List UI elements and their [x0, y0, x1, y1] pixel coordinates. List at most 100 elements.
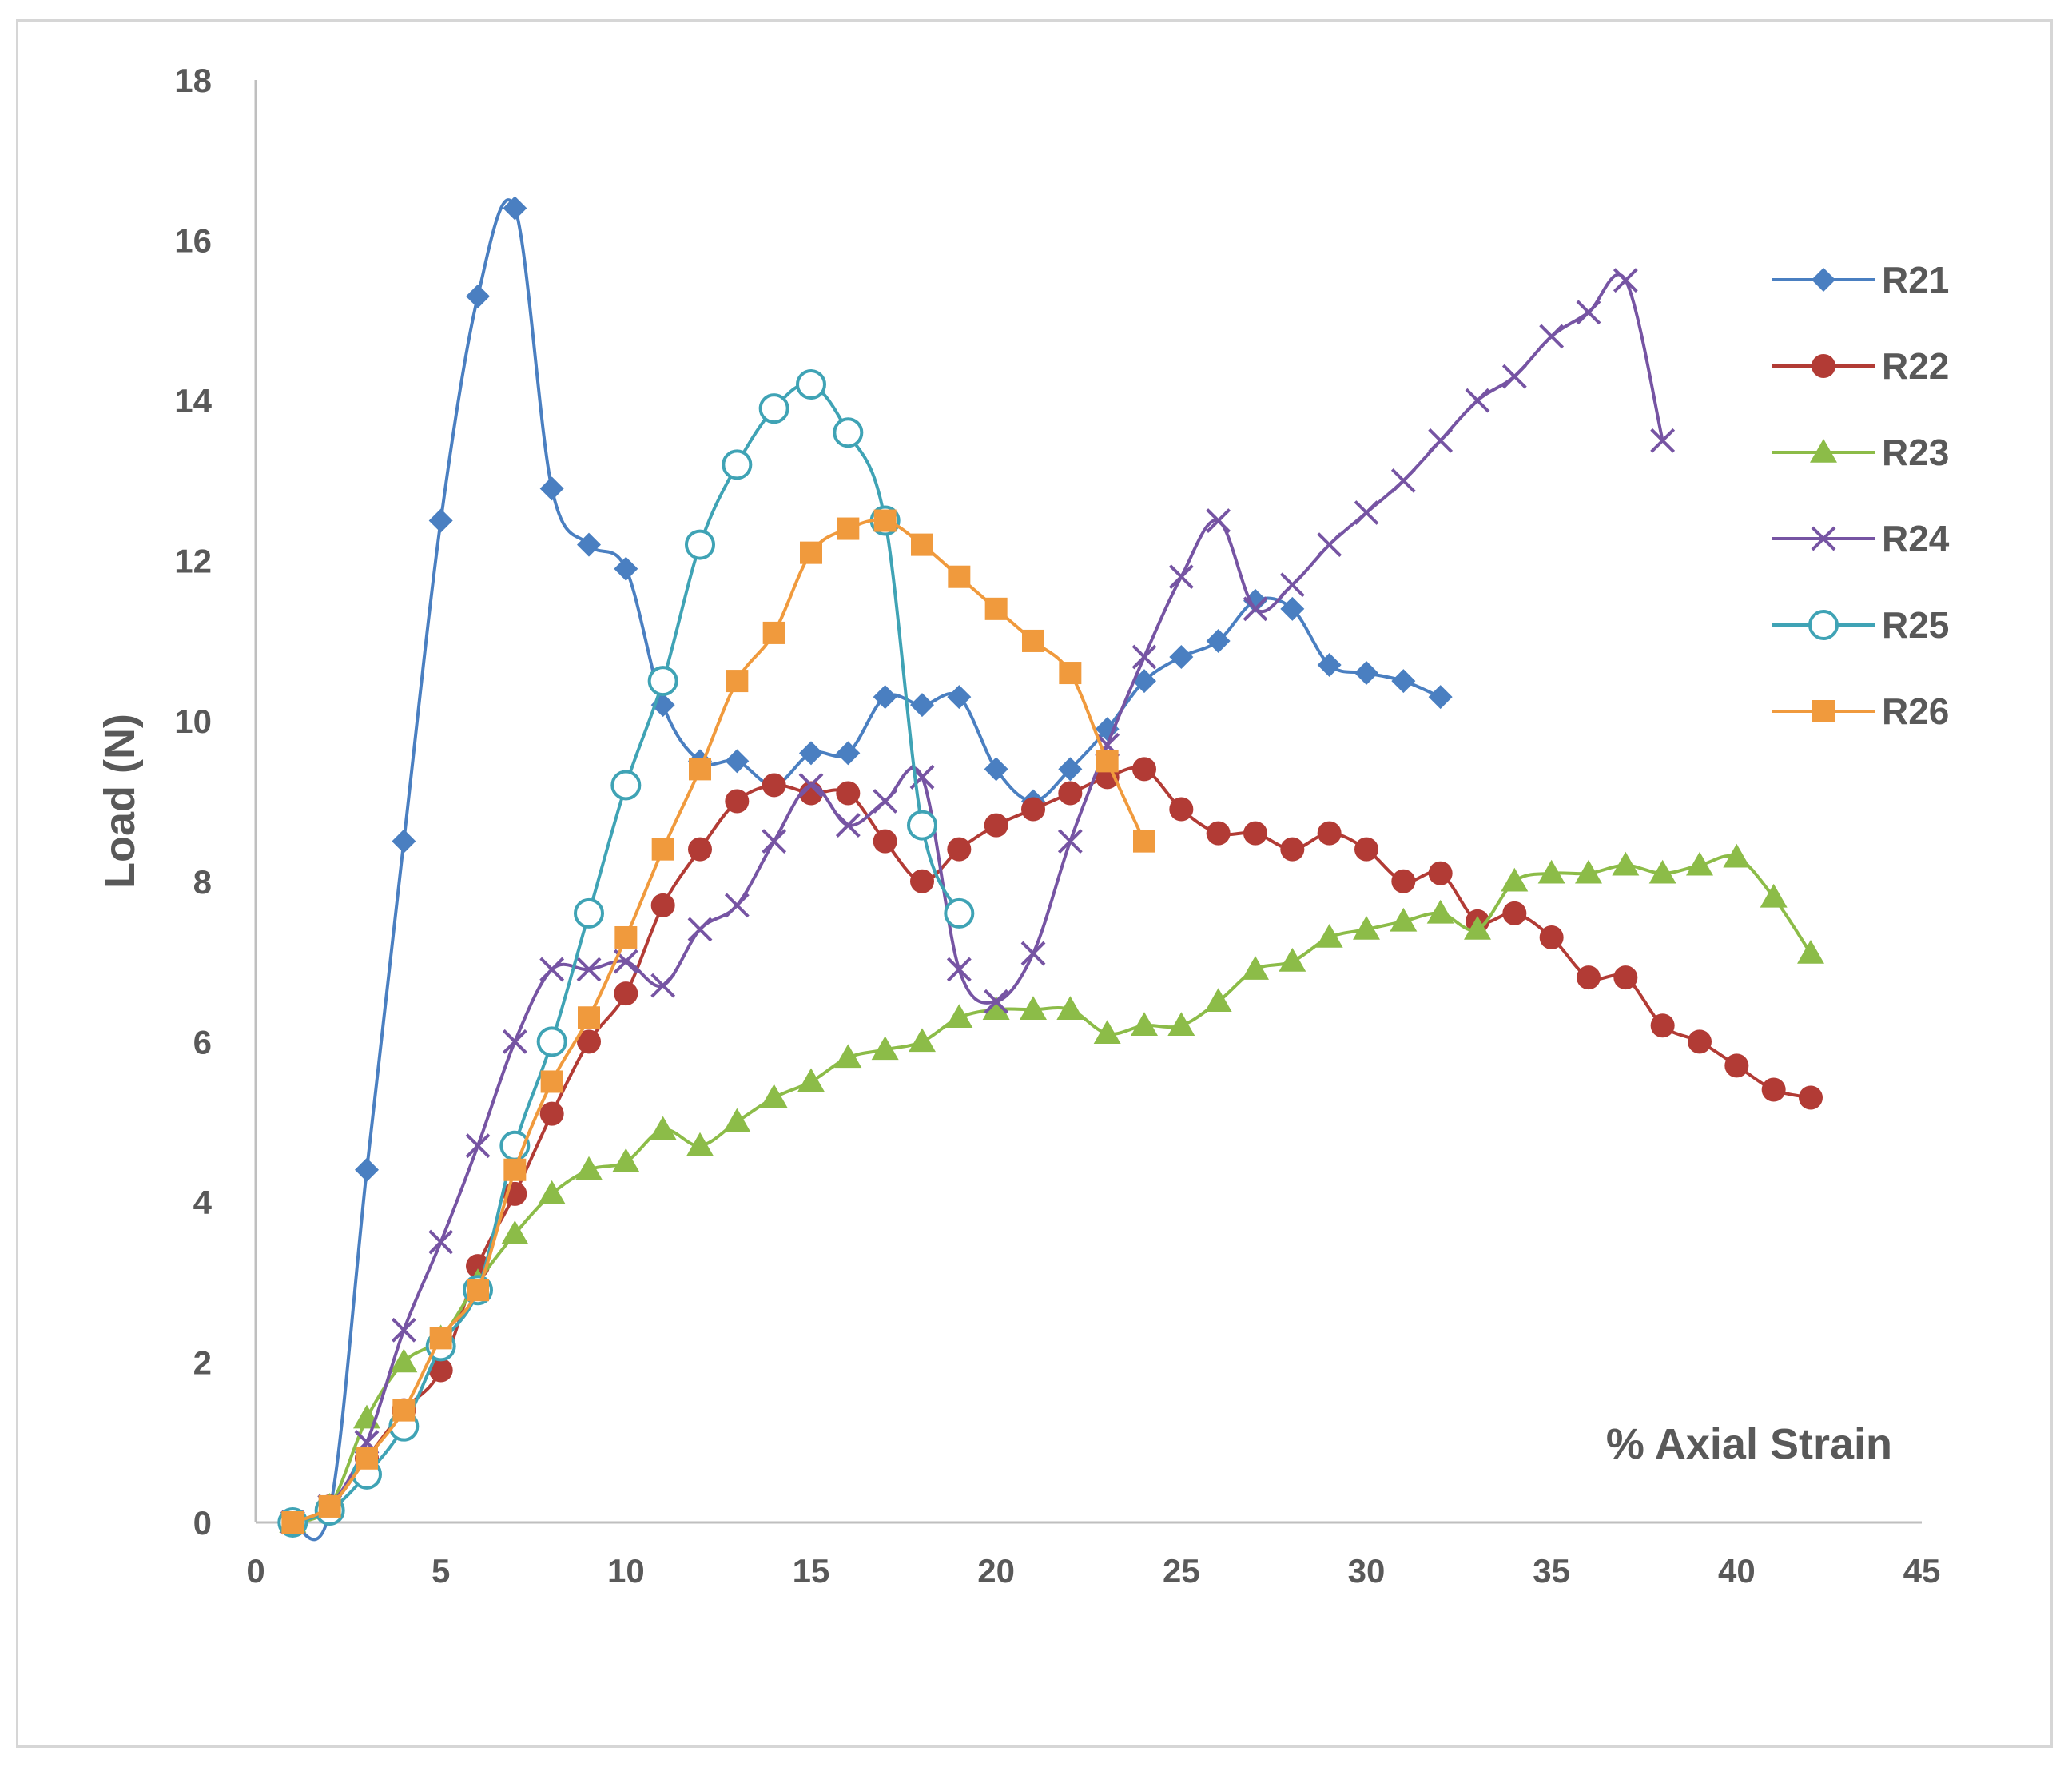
- data-point: [1613, 268, 1638, 293]
- y-tick-label: 6: [193, 1023, 212, 1061]
- data-point: [1724, 1053, 1749, 1078]
- x-tick-label: 35: [1533, 1552, 1570, 1590]
- data-point: [614, 556, 638, 581]
- data-point: [1132, 757, 1156, 782]
- data-point: [539, 957, 565, 982]
- data-point: [429, 1327, 452, 1350]
- data-point: [1354, 500, 1379, 525]
- data-point: [610, 770, 642, 801]
- data-point: [760, 1084, 788, 1108]
- data-point: [723, 1108, 751, 1132]
- series-r24: [280, 268, 1676, 1535]
- y-tick-label: 14: [174, 382, 212, 420]
- y-axis-title: Load (N): [96, 714, 144, 889]
- x-tick-label: 0: [246, 1552, 264, 1590]
- data-point: [758, 393, 789, 424]
- data-point: [503, 1158, 527, 1181]
- data-point: [614, 925, 638, 949]
- data-point: [1279, 948, 1306, 972]
- data-point: [725, 749, 750, 774]
- data-point: [798, 773, 824, 798]
- data-point: [1613, 965, 1638, 990]
- data-point: [1133, 830, 1155, 853]
- data-point: [1058, 757, 1083, 782]
- data-point: [538, 1180, 566, 1204]
- data-point: [689, 758, 711, 781]
- data-point: [909, 1028, 936, 1053]
- y-tick-label: 0: [193, 1504, 212, 1542]
- legend-item-r25: R25: [1772, 604, 1949, 646]
- data-point: [536, 1026, 567, 1057]
- data-point: [1723, 843, 1751, 868]
- data-point: [1539, 324, 1565, 349]
- x-tick-label: 30: [1348, 1552, 1386, 1590]
- data-point: [1650, 428, 1676, 453]
- data-point: [947, 685, 972, 710]
- series-line: [292, 518, 1146, 1524]
- data-point: [1280, 596, 1305, 621]
- data-point: [1132, 669, 1156, 694]
- data-point: [649, 1116, 677, 1140]
- legend-item-r21: R21: [1772, 259, 1949, 300]
- data-point: [650, 973, 676, 998]
- data-point: [910, 869, 934, 893]
- data-point: [612, 1148, 640, 1172]
- data-point: [873, 509, 897, 532]
- y-tick-label: 2: [193, 1343, 212, 1381]
- data-point: [1167, 1012, 1195, 1037]
- data-point: [1390, 468, 1416, 493]
- data-point: [948, 565, 971, 588]
- data-point: [1612, 851, 1640, 876]
- data-point: [1131, 1012, 1158, 1037]
- data-point: [946, 957, 972, 982]
- data-point: [836, 781, 861, 806]
- legend-item-r24: R24: [1772, 518, 1950, 559]
- legend-label: R23: [1882, 432, 1949, 473]
- data-point: [1539, 925, 1564, 949]
- data-point: [835, 813, 861, 838]
- data-point: [355, 1157, 379, 1182]
- data-point: [907, 810, 937, 841]
- data-point: [1056, 996, 1084, 1020]
- x-tick-label: 5: [432, 1552, 450, 1590]
- x-tick-label: 10: [607, 1552, 645, 1590]
- legend-label: R24: [1882, 518, 1950, 559]
- data-point: [1096, 750, 1119, 773]
- data-point: [428, 1229, 454, 1255]
- data-point: [1391, 669, 1416, 694]
- data-point: [575, 1156, 603, 1180]
- data-point: [837, 517, 860, 540]
- data-point: [762, 829, 787, 854]
- data-point: [834, 1044, 862, 1069]
- data-point: [1206, 821, 1231, 846]
- data-point: [836, 741, 861, 766]
- y-tick-label: 18: [174, 62, 212, 99]
- data-point: [391, 1317, 416, 1343]
- data-point: [1501, 364, 1527, 389]
- data-point: [1280, 837, 1305, 862]
- data-point: [1577, 965, 1601, 990]
- data-point: [982, 996, 1010, 1020]
- axes: [254, 80, 1922, 1524]
- data-point: [1648, 859, 1676, 884]
- data-point: [944, 897, 975, 929]
- data-point: [1204, 988, 1232, 1012]
- data-point: [651, 838, 674, 861]
- data-point: [1502, 901, 1527, 925]
- data-point: [1688, 1029, 1712, 1054]
- data-point: [503, 196, 527, 221]
- data-point: [1093, 1020, 1121, 1045]
- data-point: [1059, 662, 1082, 685]
- data-point: [797, 1068, 825, 1092]
- data-point: [1058, 781, 1083, 806]
- data-point: [428, 1358, 453, 1383]
- data-point: [1760, 883, 1788, 908]
- data-point: [796, 369, 826, 400]
- legend-label: R25: [1882, 604, 1949, 646]
- data-point: [762, 621, 785, 644]
- data-point: [614, 981, 638, 1006]
- data-point: [984, 989, 1009, 1014]
- data-point: [1426, 899, 1454, 924]
- x-tick-label: 25: [1163, 1552, 1200, 1590]
- data-point: [281, 1511, 304, 1534]
